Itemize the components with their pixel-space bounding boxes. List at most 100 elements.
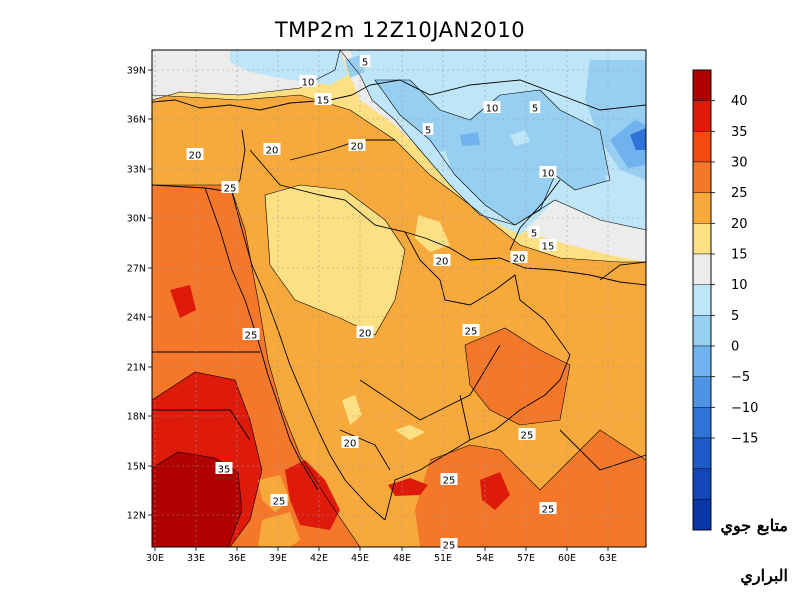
svg-text:25: 25 [521,431,534,442]
lon-tick-label: 39E [269,553,287,564]
colorbar-segment [692,376,712,408]
colorbar-tick-label: 15 [731,248,748,263]
svg-text:5: 5 [362,58,368,69]
credit-line2: البراري [740,566,788,585]
contour-label: 25 [440,538,458,552]
lon-tick-label: 30E [146,553,164,564]
svg-text:20: 20 [513,254,526,265]
colorbar-segment [692,253,712,285]
svg-text:35: 35 [218,465,231,476]
lon-tick-label: 63E [599,553,617,564]
contour-label: 20 [348,139,366,153]
colorbar-tick-label: 35 [731,125,748,140]
lon-tick-label: 54E [476,553,494,564]
svg-text:5: 5 [531,229,537,240]
svg-text:20: 20 [189,151,202,162]
lon-tick-label: 57E [517,553,535,564]
svg-text:15: 15 [542,242,555,253]
colorbar-tick-label: 5 [731,309,739,324]
contour-label: 35 [215,462,233,476]
contour-label: 20 [356,326,374,340]
lon-tick-label: 36E [228,553,246,564]
colorbar-tick-label: 40 [731,94,748,109]
svg-text:25: 25 [542,505,555,516]
contour-label: 10 [483,101,501,115]
svg-text:20: 20 [436,257,449,268]
colorbar-frame [692,69,712,531]
svg-text:20: 20 [359,329,372,340]
svg-text:20: 20 [344,439,357,450]
colorbar-segment [692,192,712,224]
contour-label: 10 [539,166,557,180]
colorbar-segment [692,223,712,255]
contour-label: 15 [314,93,332,107]
colorbar-tick-label: 25 [731,186,748,201]
colorbar-segment [692,315,712,347]
svg-text:20: 20 [351,142,364,153]
svg-text:25: 25 [273,497,286,508]
colorbar-tick-label: 10 [731,278,748,293]
lat-lon-grid [152,50,646,547]
lon-tick-label: 48E [393,553,411,564]
lat-tick-label: 24N [127,313,146,324]
temperature-field [152,50,646,547]
contour-label: 20 [510,251,528,265]
lat-tick-label: 18N [127,412,146,423]
contour-label: 20 [433,254,451,268]
svg-text:25: 25 [465,327,478,338]
contour-label: 25 [221,181,239,195]
contour-label: 15 [539,239,557,253]
lon-tick-label: 45E [351,553,369,564]
lat-axis: 39N 36N 33N 30N 27N 24N 21N 18N 15N 12N [127,66,152,522]
lon-tick-label: 51E [434,553,452,564]
lat-tick-label: 27N [127,264,146,275]
colorbar-segment [692,69,712,101]
lat-tick-label: 39N [127,66,146,77]
lon-axis: 30E 33E 36E 39E 42E 45E 48E 51E 54E 57E 60E 63E [146,547,617,564]
contour-label: 5 [422,123,434,137]
colorbar-tick-label: 30 [731,156,748,171]
colorbar-segment [692,407,712,439]
svg-text:5: 5 [532,104,538,115]
contour-label: 5 [528,226,540,240]
colorbar-segment [692,161,712,193]
lon-tick-label: 60E [558,553,576,564]
colorbar-segment [692,437,712,469]
svg-text:10: 10 [486,104,499,115]
contour-label: 25 [518,428,536,442]
colorbar-segment [692,131,712,163]
lat-tick-label: 33N [127,165,146,176]
credit-line1: متابع جوي [720,516,789,535]
contour-label: 10 [299,75,317,89]
contour-lines [152,50,646,547]
svg-text:15: 15 [317,96,330,107]
colorbar: 40 35 30 25 20 15 10 5 0 −5 −10 −15 [692,69,758,531]
lon-tick-label: 42E [310,553,328,564]
contour-label: 25 [270,494,288,508]
lat-tick-label: 21N [127,363,146,374]
svg-text:5: 5 [425,126,431,137]
lon-tick-label: 33E [187,553,205,564]
lat-tick-label: 12N [127,511,146,522]
contour-label: 20 [341,436,359,450]
colorbar-tick-label: −15 [731,432,758,447]
colorbar-tick-label: −5 [731,370,750,385]
colorbar-segment [692,499,712,531]
colorbar-segment [692,100,712,132]
svg-text:25: 25 [443,476,456,487]
colorbar-segment [692,284,712,316]
colorbar-segment [692,345,712,377]
lat-tick-label: 36N [127,115,146,126]
svg-text:25: 25 [443,541,456,552]
contour-label: 5 [529,101,541,115]
contour-label: 25 [242,328,260,342]
colorbar-segment [692,468,712,500]
svg-text:25: 25 [245,331,258,342]
contour-label: 25 [539,502,557,516]
contour-label: 20 [263,143,281,157]
svg-text:10: 10 [542,169,555,180]
map-title: TMP2m 12Z10JAN2010 [274,18,526,42]
svg-text:10: 10 [302,78,315,89]
